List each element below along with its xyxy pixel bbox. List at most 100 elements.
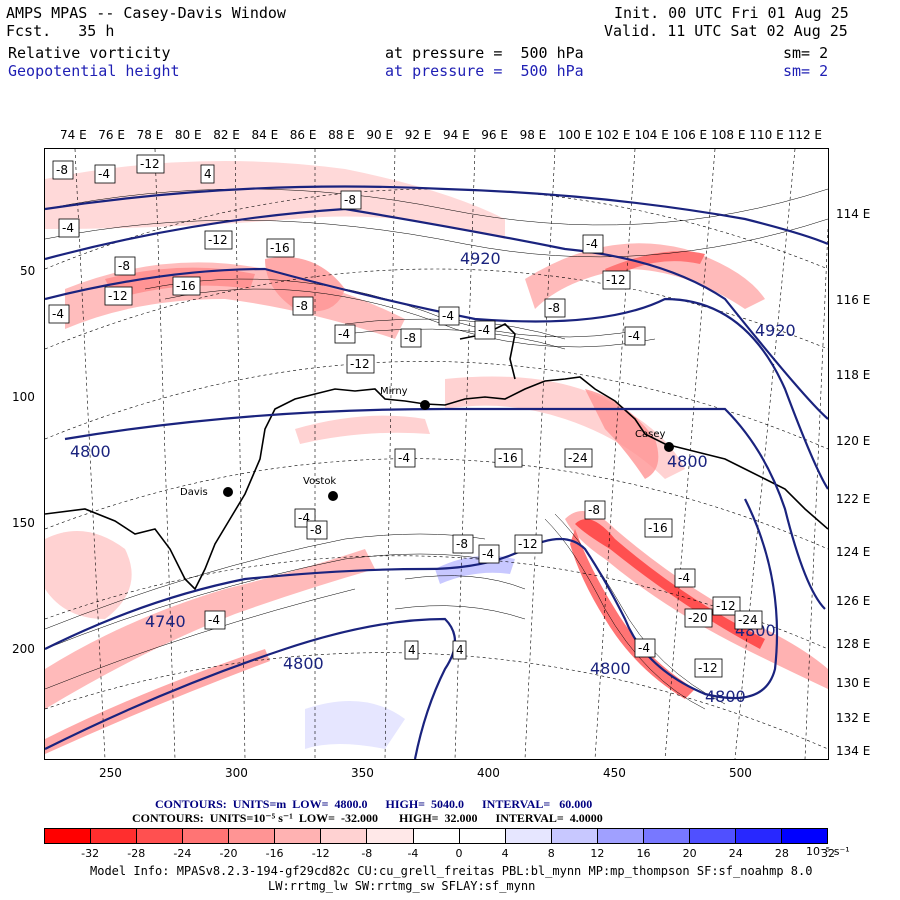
colorbar-swatch: [459, 829, 506, 843]
vorticity-label: -8: [296, 299, 308, 313]
vorticity-label-box: [694, 658, 723, 678]
top-longitude-label: 100 E: [557, 128, 593, 142]
vorticity-label-box: [114, 256, 136, 276]
colorbar-label: -8: [361, 847, 373, 860]
vorticity-label-box: [514, 534, 543, 554]
colorbar-swatch: [137, 829, 184, 843]
top-longitude-label: 78 E: [136, 128, 164, 142]
colorbar-swatch: [183, 829, 230, 843]
vorticity-label: 4: [456, 643, 464, 657]
colorbar-label: -32: [81, 847, 100, 860]
vorticity-label-box: [94, 164, 116, 184]
vorticity-label: -8: [456, 537, 468, 551]
vorticity-label: -4: [338, 327, 350, 341]
vorticity-label-box: [48, 304, 70, 324]
vorticity-label-box: [684, 608, 713, 628]
vorticity-label: -4: [442, 309, 454, 323]
vorticity-label: -12: [108, 289, 128, 303]
right-longitude-label: 128 E: [836, 637, 871, 651]
station-mirny-label: Mirny: [380, 386, 408, 397]
vorticity-label-box: [292, 296, 314, 316]
top-longitude-label: 96 E: [481, 128, 508, 142]
top-longitude-label: 108 E: [711, 128, 746, 142]
vorticity-label-box: [58, 218, 80, 238]
bottom-axis-label: 500: [729, 766, 752, 780]
colorbar-swatch: [275, 829, 322, 843]
colorbar-unit: 10⁻⁵ s⁻¹: [806, 845, 850, 858]
colorbar-label: 28: [774, 847, 789, 860]
vorticity-label-box: [340, 190, 362, 210]
vorticity-label-box: [266, 238, 295, 258]
map-plot-area[interactable]: Davis Mirny Casey Vostok 4800 4800 4800 …: [44, 148, 829, 760]
right-longitude-label: 130 E: [836, 676, 871, 690]
station-vostok-marker[interactable]: [328, 491, 338, 501]
colorbar-label: -20: [219, 847, 238, 860]
height-label: 4920: [755, 321, 796, 340]
vorticity-label: -12: [518, 537, 538, 551]
latlon-grid: [45, 149, 828, 759]
vorticity-label-box: [172, 276, 201, 296]
top-longitude-label: 102 E: [596, 128, 631, 142]
init-time: Init. 00 UTC Fri 01 Aug 25: [614, 4, 849, 22]
vorticity-label: -12: [698, 661, 718, 675]
vorticity-label-box: [346, 354, 375, 374]
colorbar-label: 0: [455, 847, 463, 860]
colorbar-swatch: [367, 829, 414, 843]
station-davis-marker[interactable]: [223, 487, 233, 497]
vorticity-label: -16: [270, 241, 290, 255]
colorbar-swatch: [689, 829, 736, 843]
vorticity-label-box: [674, 568, 696, 588]
field2-level: at pressure = 500 hPa: [385, 62, 584, 80]
vorticity-label: 4: [204, 167, 212, 181]
colorbar-swatch: [321, 829, 368, 843]
vorticity-label: -8: [310, 523, 322, 537]
stations: Davis Mirny Casey Vostok: [180, 386, 674, 501]
height-label: 4740: [145, 612, 186, 631]
vorticity-label-box: [584, 500, 606, 520]
vorticity-label: -4: [298, 511, 310, 525]
left-axis-label: 150: [12, 516, 35, 530]
colorbar-label: 4: [501, 847, 509, 860]
right-longitude-label: 132 E: [836, 711, 871, 725]
colorbar-label: 12: [590, 847, 605, 860]
colorbar-label: -28: [127, 847, 146, 860]
vorticity-label-box: [712, 596, 741, 616]
colorbar-label: -16: [265, 847, 284, 860]
top-longitude-label: 80 E: [174, 128, 202, 142]
vorticity-label: -16: [176, 279, 196, 293]
colorbar-label: 20: [682, 847, 697, 860]
vorticity-label: -4: [638, 641, 650, 655]
vorticity-label: -8: [56, 163, 68, 177]
vorticity-label-box: [334, 324, 356, 344]
vorticity-label-box: [204, 610, 226, 630]
colorbar-swatch: [91, 829, 138, 843]
vorticity-label-box: [544, 298, 566, 318]
colorbar-swatch: [551, 829, 598, 843]
vorticity-label: -4: [628, 329, 640, 343]
left-axis-label: 100: [12, 390, 35, 404]
colorbar-swatch: [735, 829, 782, 843]
vorticity-label: -20: [688, 611, 708, 625]
right-longitude-label: 126 E: [836, 594, 871, 608]
vorticity-label: -4: [208, 613, 220, 627]
model-info-line2: LW:rrtmg_lw SW:rrtmg_sw SFLAY:sf_mynn: [268, 879, 536, 893]
top-longitude-label: 90 E: [366, 128, 394, 142]
top-longitude-label: 106 E: [672, 128, 708, 142]
vorticity-label-box: [52, 160, 74, 180]
height-contour-info: CONTOURS: UNITS=m LOW= 4800.0 HIGH= 5040…: [155, 797, 593, 811]
plot-title: AMPS MPAS -- Casey-Davis Window: [6, 4, 286, 22]
top-longitude-label: 84 E: [251, 128, 279, 142]
station-casey-marker[interactable]: [664, 442, 674, 452]
coastline: [45, 323, 828, 591]
field1-name: Relative vorticity: [8, 44, 171, 62]
vorticity-label: -8: [344, 193, 356, 207]
vorticity-label: -4: [62, 221, 74, 235]
colorbar-label: -4: [407, 847, 419, 860]
vorticity-label: -8: [404, 331, 416, 345]
station-mirny-marker[interactable]: [420, 400, 430, 410]
vorticity-label: -16: [648, 521, 668, 535]
colorbar-swatch: [229, 829, 276, 843]
height-label: 4800: [667, 452, 708, 471]
top-longitude-label: 76 E: [98, 128, 125, 142]
bottom-axis-label: 250: [99, 766, 122, 780]
